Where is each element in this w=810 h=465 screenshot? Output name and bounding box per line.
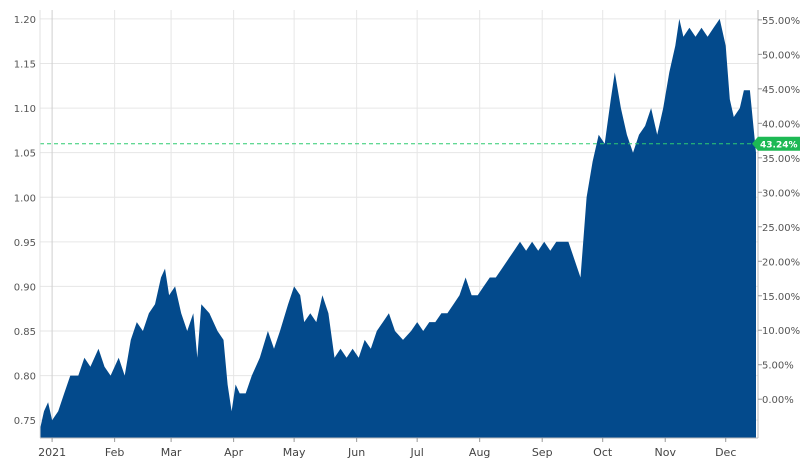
left-axis-tick: 0.95 [14,238,36,249]
right-axis-tick: 35.00% [762,154,800,165]
right-axis-tick: 45.00% [762,85,800,96]
x-axis-tick: Dec [715,446,736,459]
left-axis-tick: 1.00 [14,193,36,204]
right-axis-tick-labels: 60.00%55.00%50.00%45.00%40.00%35.00%30.0… [758,16,800,406]
right-axis-tick: 30.00% [762,188,800,199]
x-axis-tick: Sep [532,446,553,459]
x-axis-tick: Apr [224,446,244,459]
left-axis-tick: 0.85 [14,327,36,338]
right-axis-tick: 5.00% [762,361,794,372]
x-axis-tick-labels: 2021 Feb Mar Apr May Jun Jul Aug Sep Oct Nov Dec [38,438,736,459]
right-axis-tick: 0.00% [762,395,794,406]
x-axis-tick: Oct [593,446,613,459]
left-axis-tick: 0.90 [14,282,36,293]
x-axis-tick: Feb [105,446,124,459]
left-axis-tick: 1.10 [14,104,36,115]
left-axis-tick: 1.05 [14,149,36,160]
left-axis-tick-labels: 1.20 1.15 1.10 1.05 1.00 0.95 0.90 0.85 0.80 0.75 [14,15,36,427]
right-axis-tick: 25.00% [762,223,800,234]
right-axis-tick: 20.00% [762,257,800,268]
right-axis-tick: 15.00% [762,292,800,303]
last-change-badge: 43.24% [752,136,800,151]
x-axis-tick: Nov [654,446,676,459]
last-change-badge-shape [752,136,800,151]
left-axis-tick: 1.20 [14,15,36,26]
left-axis-tick: 0.80 [14,372,36,383]
x-axis-tick: Jul [410,446,424,459]
right-axis-tick: 40.00% [762,119,800,130]
last-change-value: 43.24% [760,140,798,150]
left-axis-tick: 1.15 [14,60,36,71]
left-axis-tick: 0.75 [14,416,36,427]
x-axis-tick: Mar [161,446,182,459]
x-axis-tick: 2021 [38,446,66,459]
x-axis-tick: Jun [347,446,365,459]
x-axis-tick: May [283,446,306,459]
right-axis-tick: 55.00% [762,16,800,27]
right-axis-tick: 10.00% [762,326,800,337]
price-area-series [40,18,756,439]
x-axis-tick: Aug [469,446,490,459]
right-axis-tick: 50.00% [762,50,800,61]
